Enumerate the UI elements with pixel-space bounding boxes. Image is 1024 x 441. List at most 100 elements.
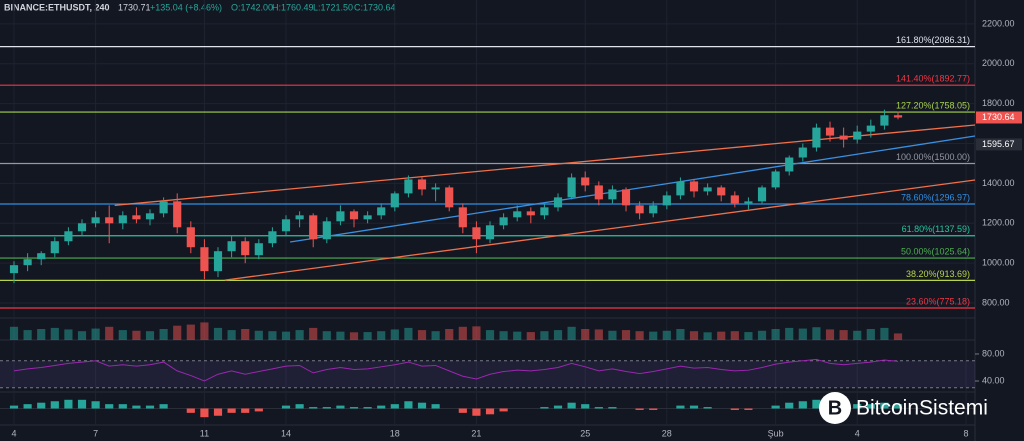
- candle-body: [37, 253, 46, 260]
- macd-bar: [744, 408, 753, 410]
- macd-bar: [608, 407, 617, 409]
- macd-bar: [635, 408, 644, 410]
- volume-bar: [173, 325, 182, 340]
- candle-body: [798, 147, 807, 158]
- macd-bar: [105, 404, 114, 409]
- volume-bar: [635, 331, 644, 340]
- macd-bar: [880, 402, 889, 409]
- macd-bar: [295, 404, 304, 409]
- macd-bar: [200, 408, 209, 418]
- volume-bar: [64, 329, 73, 340]
- volume-bar: [866, 329, 875, 340]
- volume-bar: [744, 332, 753, 340]
- fib-label: 38.20%(913.69): [906, 269, 970, 279]
- volume-bar: [118, 330, 127, 340]
- x-tick-label: Şub: [768, 428, 784, 438]
- candle-body: [322, 221, 331, 240]
- candle-body: [581, 177, 590, 186]
- volume-bar: [268, 331, 277, 340]
- candle-body: [730, 195, 739, 204]
- macd-bar: [91, 401, 100, 409]
- fib-label: 23.60%(775.18): [906, 296, 970, 306]
- volume-bar: [309, 327, 318, 340]
- volume-bar: [227, 330, 236, 340]
- price-badge-label: 1595.67: [982, 139, 1015, 149]
- candle-body: [404, 179, 413, 194]
- volume-bar: [499, 331, 508, 340]
- watermark-text: BitcoinSistemi: [856, 397, 988, 420]
- change: +135.04 (+8.46%): [150, 2, 222, 12]
- volume-bar: [825, 329, 835, 340]
- candle-body: [281, 219, 291, 232]
- candle-body: [309, 215, 318, 240]
- volume-bar: [853, 330, 862, 340]
- candle-body: [689, 181, 699, 192]
- macd-bar: [390, 404, 399, 409]
- volume-bar: [404, 327, 413, 340]
- ohlc-low: L:1721.50: [313, 2, 353, 12]
- volume-bar: [880, 327, 889, 340]
- macd-bar: [594, 407, 603, 409]
- candle-body: [472, 227, 481, 240]
- candle-body: [839, 135, 848, 140]
- volume-bar: [431, 331, 440, 340]
- macd-bar: [581, 404, 590, 409]
- price-badge: [976, 111, 1022, 124]
- candle-body: [853, 131, 862, 140]
- y-tick-label: 1800.00: [982, 98, 1015, 108]
- volume-bar: [254, 330, 263, 340]
- macd-bar: [676, 405, 685, 409]
- volume-bar: [689, 331, 699, 340]
- candle-body: [621, 189, 631, 206]
- trendline: [114, 124, 976, 207]
- y-tick-label: 1000.00: [982, 258, 1015, 268]
- candle-body: [649, 205, 658, 214]
- macd-bar: [893, 404, 903, 409]
- volume-bar: [281, 331, 291, 340]
- candle-body: [676, 181, 685, 196]
- y-tick-label: 2000.00: [982, 58, 1015, 68]
- volume-bar: [621, 330, 631, 340]
- rsi-tick-label: 40.00: [982, 375, 1005, 385]
- fib-label: 100.00%(1500.00): [896, 152, 970, 162]
- volume-bar: [649, 331, 658, 340]
- macd-bar: [213, 408, 223, 416]
- macd-bar: [540, 407, 549, 409]
- rsi-line: [13, 358, 899, 382]
- fib-label: 78.60%(1296.97): [901, 192, 970, 202]
- candle-body: [812, 127, 821, 148]
- volume-bar: [730, 331, 739, 340]
- volume-bar: [676, 329, 685, 340]
- macd-bar: [499, 408, 508, 412]
- candle-body: [608, 189, 617, 200]
- x-tick-label: 8: [964, 428, 969, 438]
- volume-bar: [295, 330, 304, 340]
- volume-bar: [798, 328, 807, 340]
- volume-bar: [445, 329, 454, 340]
- candle-body: [771, 171, 780, 188]
- x-tick-label: 18: [390, 428, 400, 438]
- candle-body: [825, 127, 835, 136]
- candle-body: [417, 179, 427, 190]
- macd-bar: [785, 402, 794, 409]
- macd-bar: [567, 402, 576, 409]
- macd-bar: [458, 408, 467, 413]
- macd-bar: [241, 408, 250, 413]
- volume-bar: [526, 332, 535, 340]
- macd-bar: [853, 404, 862, 409]
- fib-label: 61.80%(1137.59): [902, 224, 970, 234]
- volume-bar: [377, 331, 386, 340]
- candle-body: [594, 185, 603, 200]
- candle-body: [77, 223, 87, 232]
- volume-bar: [336, 331, 345, 340]
- candle-body: [336, 211, 345, 222]
- x-tick-label: 28: [662, 428, 672, 438]
- macd-bar: [64, 399, 73, 409]
- x-tick-label: 7: [93, 428, 98, 438]
- x-tick-label: 11: [200, 428, 209, 438]
- volume-bar: [594, 329, 603, 340]
- candle-body: [485, 225, 495, 240]
- volume-bar: [363, 332, 372, 340]
- macd-bar: [649, 408, 658, 410]
- macd-bar: [159, 404, 168, 409]
